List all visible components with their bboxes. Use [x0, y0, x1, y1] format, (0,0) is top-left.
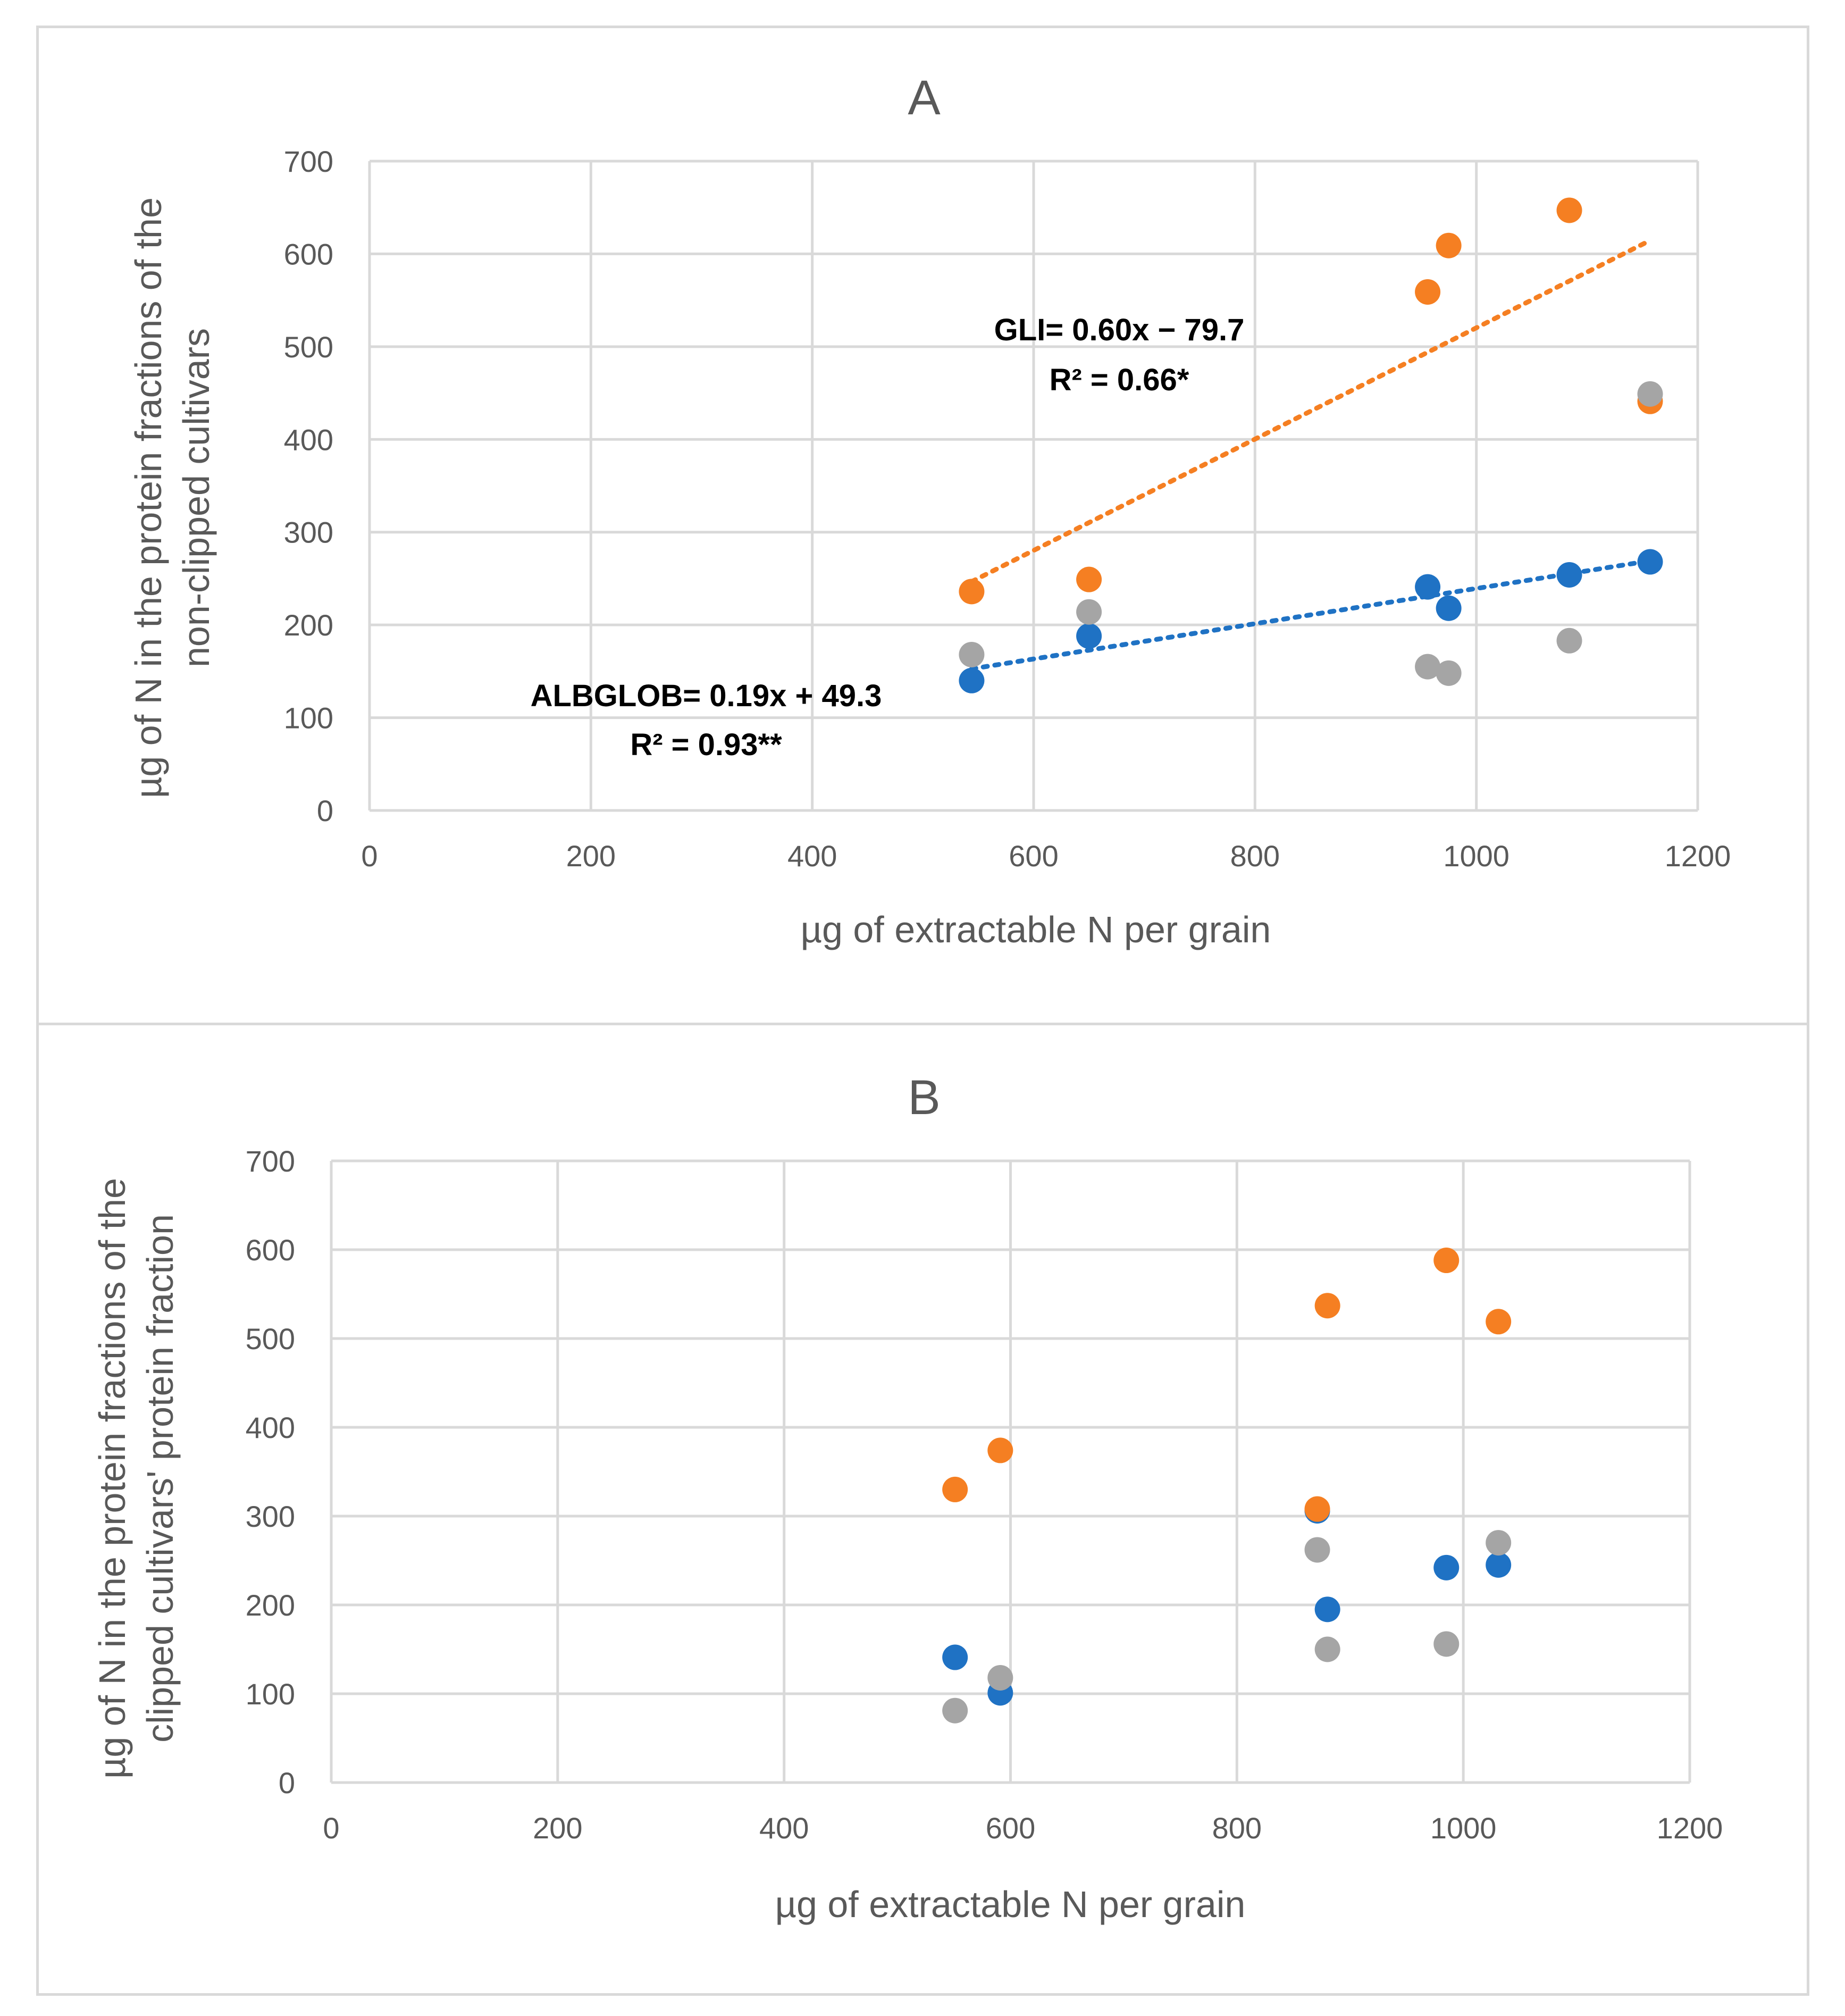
- gli-equation-annotation: GLI= 0.60x − 79.7 R² = 0.66*: [994, 313, 1245, 397]
- x-tick-label: 0: [361, 839, 378, 873]
- data-point-albglob: [1436, 595, 1462, 621]
- x-tick-label: 600: [1009, 839, 1058, 873]
- albglob-equation-text: ALBGLOB= 0.19x + 49.3: [531, 679, 882, 713]
- x-tick-label: 400: [787, 839, 837, 873]
- data-point-gli: [1556, 197, 1582, 223]
- x-tick-label: 600: [986, 1811, 1035, 1845]
- data-point-albglob: [1556, 562, 1582, 588]
- data-point-third-fraction: [1304, 1537, 1330, 1563]
- y-tick-label: 0: [317, 794, 333, 827]
- data-point-third-fraction: [959, 641, 985, 667]
- data-point-gli: [1436, 232, 1462, 258]
- data-point-third-fraction: [1556, 628, 1582, 654]
- chart-b-y-axis-label-line2: clipped cultivars' protein fraction: [139, 1214, 181, 1743]
- chart-a: 0 200 400 600 800 1000 1200 0 100 200 300 400 500 600…: [128, 71, 1731, 950]
- data-point-third-fraction: [987, 1664, 1013, 1691]
- data-point-albglob: [1433, 1554, 1460, 1580]
- chart-b-y-axis-label-line1: µg of N in the protein fractions of the: [91, 1178, 133, 1779]
- chart-panel-a: [36, 26, 1809, 1025]
- albglob-equation-annotation: ALBGLOB= 0.19x + 49.3 R² = 0.93**: [531, 679, 882, 762]
- data-point-albglob: [959, 667, 985, 693]
- data-point-albglob: [942, 1644, 968, 1670]
- chart-b: 0 200 400 600 800 1000 1200 0 100 200 300 400 500 600…: [91, 1070, 1723, 1925]
- data-point-gli: [942, 1476, 968, 1502]
- y-tick-label: 500: [284, 330, 333, 364]
- chart-a-y-axis-label-line2: non-clipped cultivars: [175, 328, 217, 667]
- data-point-gli: [1415, 279, 1441, 305]
- x-tick-label: 400: [759, 1811, 809, 1845]
- data-point-gli: [1304, 1496, 1330, 1522]
- data-point-third-fraction: [1314, 1636, 1340, 1662]
- x-tick-label: 1200: [1657, 1811, 1723, 1845]
- data-point-albglob: [1415, 574, 1441, 600]
- chart-a-grid: [368, 160, 1699, 812]
- y-tick-label: 700: [246, 1144, 295, 1178]
- y-tick-label: 100: [246, 1677, 295, 1711]
- data-point-third-fraction: [1486, 1530, 1512, 1556]
- data-point-third-fraction: [1433, 1631, 1460, 1657]
- trendline-albglob: [969, 558, 1653, 672]
- y-tick-label: 400: [284, 423, 333, 456]
- y-tick-label: 200: [284, 608, 333, 642]
- y-tick-label: 700: [284, 145, 333, 178]
- y-tick-label: 300: [246, 1500, 295, 1533]
- x-tick-label: 0: [323, 1811, 339, 1845]
- y-tick-label: 300: [284, 516, 333, 549]
- y-tick-label: 0: [279, 1766, 295, 1800]
- data-point-gli: [987, 1437, 1013, 1463]
- chart-a-y-axis-label-line1: µg of N in the protein fractions of the: [128, 197, 169, 798]
- data-point-albglob: [1076, 623, 1102, 649]
- chart-b-title: B: [908, 1070, 940, 1125]
- x-tick-label: 200: [533, 1811, 582, 1845]
- chart-a-ticks: 0 200 400 600 800 1000 1200 0 100 200 300 400 500 600…: [284, 145, 1731, 873]
- data-point-third-fraction: [942, 1697, 968, 1724]
- y-tick-label: 600: [246, 1233, 295, 1267]
- chart-a-title: A: [908, 71, 941, 125]
- gli-equation-text: GLI= 0.60x − 79.7: [994, 313, 1245, 347]
- x-tick-label: 1000: [1430, 1811, 1497, 1845]
- data-point-albglob: [1486, 1552, 1512, 1578]
- chart-b-points: [942, 1248, 1512, 1724]
- x-tick-label: 200: [566, 839, 616, 873]
- y-tick-label: 400: [246, 1411, 295, 1444]
- data-point-third-fraction: [1076, 599, 1102, 625]
- y-tick-label: 200: [246, 1588, 295, 1622]
- x-tick-label: 800: [1212, 1811, 1262, 1845]
- albglob-r2-text: R² = 0.93**: [630, 727, 782, 762]
- data-point-gli: [1486, 1309, 1512, 1335]
- y-tick-label: 600: [284, 237, 333, 271]
- chart-b-ticks: 0 200 400 600 800 1000 1200 0 100 200 300 400 500 600…: [246, 1144, 1723, 1845]
- x-tick-label: 1200: [1665, 839, 1731, 873]
- trendline-gli: [969, 238, 1653, 584]
- data-point-gli: [1076, 566, 1102, 592]
- gli-r2-text: R² = 0.66*: [1050, 363, 1189, 397]
- data-point-gli: [1314, 1293, 1340, 1319]
- data-point-gli: [959, 579, 985, 605]
- x-tick-label: 800: [1230, 839, 1280, 873]
- chart-a-trendlines: [969, 238, 1653, 672]
- y-tick-label: 100: [284, 701, 333, 735]
- chart-a-x-axis-label: µg of extractable N per grain: [801, 909, 1271, 950]
- data-point-gli: [1433, 1248, 1460, 1274]
- data-point-third-fraction: [1637, 381, 1663, 407]
- x-tick-label: 1000: [1443, 839, 1509, 873]
- chart-a-y-axis-label: µg of N in the protein fractions of the …: [128, 197, 217, 798]
- y-tick-label: 500: [246, 1322, 295, 1356]
- data-point-third-fraction: [1436, 660, 1462, 686]
- data-point-third-fraction: [1415, 654, 1441, 680]
- data-point-albglob: [1314, 1596, 1340, 1622]
- chart-b-grid: [330, 1159, 1691, 1784]
- chart-a-points: [959, 197, 1663, 693]
- chart-b-y-axis-label: µg of N in the protein fractions of the …: [91, 1178, 181, 1779]
- chart-b-x-axis-label: µg of extractable N per grain: [775, 1884, 1246, 1925]
- data-point-albglob: [1637, 549, 1663, 575]
